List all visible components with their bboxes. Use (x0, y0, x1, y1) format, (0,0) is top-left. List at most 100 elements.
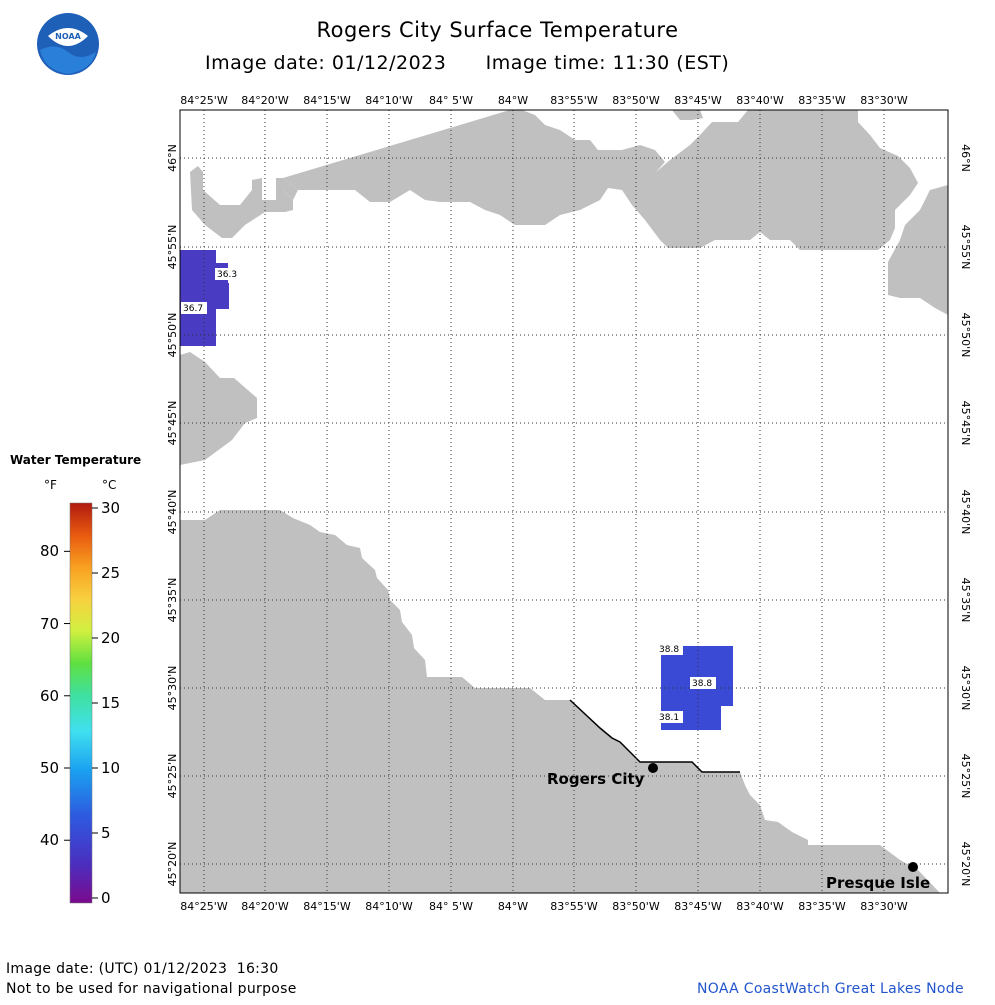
lon-label: 84°10'W (365, 94, 413, 107)
temp-label: 36.3 (217, 270, 237, 280)
lat-label: 45°35'N (166, 578, 179, 623)
lon-label: 83°30'W (860, 900, 908, 913)
temp-label: 38.8 (692, 679, 712, 689)
temp-label: 38.8 (659, 645, 679, 655)
lon-label: 84° 5'W (429, 900, 473, 913)
land-islet (672, 110, 703, 120)
land-north-main (283, 110, 918, 250)
image-datetime: Image date: 01/12/2023 Image time: 11:30… (205, 52, 729, 74)
legend-c-tick-label: 20 (101, 629, 121, 647)
lat-label: 45°55'N (166, 225, 179, 270)
lat-label: 46°N (166, 144, 179, 172)
lat-label: 45°50'N (166, 313, 179, 358)
land-west-middle (180, 352, 257, 465)
svg-text:NOAA: NOAA (55, 32, 81, 41)
lat-label: 45°50'N (959, 313, 972, 358)
legend-title: Water Temperature (10, 453, 142, 467)
lat-label: 45°40'N (959, 490, 972, 535)
sst-pixel (180, 250, 216, 346)
lon-label: 84°15'W (303, 94, 351, 107)
legend-f-tick-label: 40 (40, 831, 60, 850)
lon-label: 83°45'W (674, 900, 722, 913)
lat-label: 46°N (959, 144, 972, 172)
land-south (180, 510, 940, 893)
lon-label: 84°20'W (241, 94, 289, 107)
image-date: Image date: 01/12/2023 (205, 52, 447, 74)
lon-label: 84°10'W (365, 900, 413, 913)
legend-c-tick-label: 0 (101, 889, 111, 907)
land-areas (180, 110, 948, 893)
lon-label: 84° 5'W (429, 94, 473, 107)
utc-date: Image date: (UTC) 01/12/2023 16:30 (6, 961, 279, 977)
lat-label: 45°40'N (166, 490, 179, 535)
land-east-upper (888, 185, 948, 315)
lat-label: 45°20'N (166, 842, 179, 887)
lat-label: 45°30'N (959, 666, 972, 711)
credit: NOAA CoastWatch Great Lakes Node (697, 981, 964, 997)
lon-label: 84°25'W (180, 94, 228, 107)
lat-label: 45°25'N (166, 754, 179, 799)
temperature-value-labels: 36.3 36.7 38.8 38.8 38.1 (181, 268, 716, 723)
rogers-city-marker (648, 763, 658, 773)
legend-f-tick-label: 50 (40, 759, 60, 777)
legend-f-tick-label: 60 (40, 686, 60, 705)
presque-isle-label: Presque Isle (826, 874, 930, 892)
image-time: Image time: 11:30 (EST) (485, 52, 730, 74)
sst-pixel (216, 283, 229, 309)
lon-label: 84°20'W (241, 900, 289, 913)
lon-label: 84°15'W (303, 900, 351, 913)
legend-f-tick-label: 70 (40, 614, 60, 633)
lat-label: 45°35'N (959, 578, 972, 623)
lon-label: 83°35'W (798, 94, 846, 107)
lon-label: 84°25'W (180, 900, 228, 913)
lon-labels-bottom: 84°25'W 84°20'W 84°15'W 84°10'W 84° 5'W 84°W 8… (180, 900, 908, 913)
legend-c-tick-label: 30 (101, 499, 121, 517)
legend-ticks (64, 507, 98, 899)
legend-c-tick-label: 10 (101, 759, 121, 777)
noaa-logo: NOAA (37, 13, 99, 75)
coastline-rogers-city (569, 699, 740, 773)
temp-label: 38.1 (659, 713, 679, 723)
lat-label: 45°55'N (959, 225, 972, 270)
lon-label: 83°50'W (612, 94, 660, 107)
temp-label: 36.7 (183, 304, 203, 314)
lon-label: 83°45'W (674, 94, 722, 107)
lat-label: 45°20'N (959, 842, 972, 887)
lon-label: 83°40'W (736, 900, 784, 913)
legend-c-tick-label: 25 (101, 564, 121, 582)
legend-c-tick-label: 15 (101, 694, 121, 712)
lat-labels-left: 46°N 45°55'N 45°50'N 45°45'N 45°40'N 45°35'N 4… (166, 144, 179, 886)
lon-label: 83°35'W (798, 900, 846, 913)
sst-pixels (180, 250, 733, 730)
page-title: Rogers City Surface Temperature (316, 18, 679, 42)
legend-f-tick-label: 80 (40, 542, 60, 561)
lon-label: 83°55'W (550, 94, 598, 107)
color-bar (69, 502, 93, 904)
place-markers: Rogers City Presque Isle (547, 763, 930, 892)
lon-label: 84°W (498, 94, 528, 107)
lon-label: 83°40'W (736, 94, 784, 107)
lon-label: 83°55'W (550, 900, 598, 913)
lon-label: 83°50'W (612, 900, 660, 913)
lat-label: 45°45'N (166, 401, 179, 446)
map-border (179, 109, 949, 894)
legend-unit-f: °F (44, 478, 57, 492)
lat-label: 45°45'N (959, 401, 972, 446)
color-scale (64, 502, 98, 904)
rogers-city-label: Rogers City (547, 770, 645, 788)
lon-labels-top: 84°25'W 84°20'W 84°15'W 84°10'W 84° 5'W 84°W 8… (180, 94, 908, 107)
disclaimer: Not to be used for navigational purpose (6, 981, 297, 997)
legend-unit-c: °C (102, 478, 117, 492)
lon-label: 83°30'W (860, 94, 908, 107)
lat-lon-grid (180, 110, 948, 893)
lat-labels-right: 46°N 45°55'N 45°50'N 45°45'N 45°40'N 45°35'N 4… (959, 144, 972, 886)
lat-label: 45°25'N (959, 754, 972, 799)
lat-label: 45°30'N (166, 666, 179, 711)
legend-c-tick-label: 5 (101, 824, 111, 842)
land-north-strip (283, 178, 298, 200)
sst-pixel (661, 646, 733, 706)
presque-isle-marker (908, 862, 918, 872)
land-north-left (190, 166, 293, 238)
lon-label: 84°W (498, 900, 528, 913)
